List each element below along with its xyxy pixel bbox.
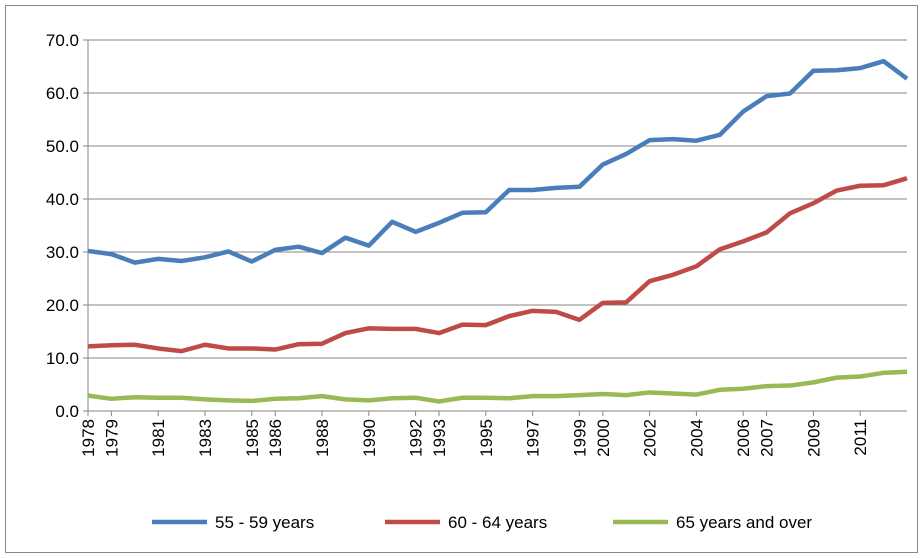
x-tick-label: 2011: [851, 419, 870, 456]
x-tick-label: 1997: [524, 419, 543, 457]
series-line: [87, 369, 908, 404]
x-tick-label: 1999: [570, 419, 589, 457]
x-tick-label: 1981: [149, 419, 168, 457]
x-tick-label: 1988: [313, 419, 332, 457]
x-tick-label: 2004: [687, 419, 706, 457]
y-tick-label: 30.0: [46, 243, 79, 262]
x-tick-label: 1986: [266, 419, 285, 457]
y-tick-label: 40.0: [46, 190, 79, 209]
x-tick-label: 1992: [407, 419, 426, 457]
legend-label: 55 - 59 years: [215, 513, 314, 532]
x-tick-label: 1990: [360, 419, 379, 457]
x-tick-label: 2000: [594, 419, 613, 457]
x-tick-label: 1978: [79, 419, 98, 457]
y-tick-label: 10.0: [46, 349, 79, 368]
y-tick-label: 0.0: [55, 402, 79, 421]
x-tick-label: 1979: [102, 419, 121, 457]
x-tick-label: 1995: [477, 419, 496, 457]
series-line: [87, 176, 908, 354]
x-tick-label: 1983: [196, 419, 215, 457]
x-tick-label: 1993: [430, 419, 449, 457]
y-tick-label: 20.0: [46, 296, 79, 315]
legend-label: 65 years and over: [676, 513, 812, 532]
y-tick-label: 60.0: [46, 84, 79, 103]
x-tick-label: 2009: [804, 419, 823, 457]
y-tick-label: 50.0: [46, 137, 79, 156]
chart-frame: [5, 5, 918, 553]
x-tick-label: 1985: [243, 419, 262, 457]
x-tick-label: 2002: [641, 419, 660, 457]
x-tick-label: 2006: [734, 419, 753, 457]
x-tick-label: 2007: [758, 419, 777, 457]
series-line: [87, 58, 909, 265]
y-tick-label: 70.0: [46, 31, 79, 50]
legend-label: 60 - 64 years: [448, 513, 547, 532]
